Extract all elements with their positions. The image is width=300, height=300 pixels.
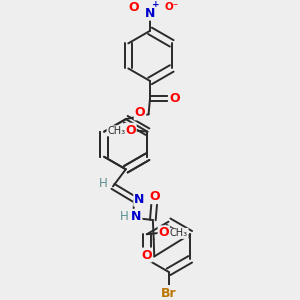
Text: N: N — [134, 193, 145, 206]
Text: CH₃: CH₃ — [107, 126, 125, 136]
Text: O: O — [128, 1, 139, 14]
Text: O⁻: O⁻ — [164, 2, 179, 13]
Text: O: O — [169, 92, 179, 105]
Text: +: + — [152, 0, 160, 8]
Text: O: O — [135, 106, 145, 119]
Text: N: N — [131, 210, 142, 223]
Text: O: O — [141, 248, 152, 262]
Text: O: O — [159, 226, 169, 239]
Text: H: H — [99, 177, 107, 190]
Text: CH₃: CH₃ — [170, 228, 188, 239]
Text: H: H — [119, 210, 128, 223]
Text: O: O — [149, 190, 160, 203]
Text: O: O — [125, 124, 136, 137]
Text: Br: Br — [161, 287, 176, 300]
Text: N: N — [145, 7, 155, 20]
